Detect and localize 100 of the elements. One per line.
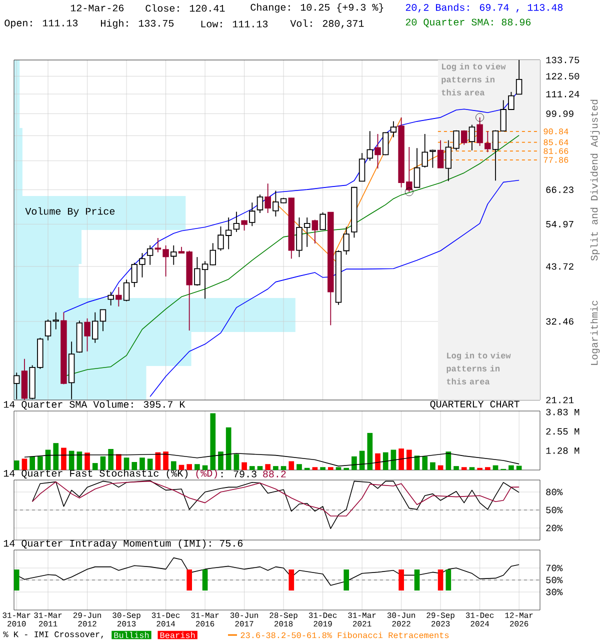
candlestick [241,220,248,232]
bar [84,452,90,470]
bar [430,462,436,470]
bar [210,413,216,470]
bar [492,465,498,470]
bar [100,456,106,470]
annotation: Log in to view patterns in this area [446,352,511,384]
bar [438,465,444,470]
bar [61,448,66,470]
bar [382,452,388,470]
chart-title: 14 Quarter SMA Volume: 395.7 K [4,400,186,410]
bar [242,462,247,470]
y-tick-label: 50% [546,576,563,584]
bar [320,467,326,470]
y-tick-label: 122.50 [546,72,580,80]
text: Bearish [160,632,195,638]
candlestick [358,152,366,182]
bar [163,452,168,470]
bar [30,456,35,470]
bar [485,467,490,470]
text: Volume By Price [25,207,115,217]
y-tick-label: 50% [546,506,563,514]
bar [336,467,342,470]
bar [367,432,373,470]
text: Close: 120.41 [146,4,225,12]
candlestick [414,148,420,188]
text: Open: 111.13 [4,20,78,28]
candlestick [312,219,318,244]
candlestick [484,130,491,153]
text: Change: 10.25 {+9.3 %} [250,3,384,13]
bar [288,461,294,470]
bar [265,464,271,470]
bar [446,452,452,470]
bar [124,458,130,470]
bar [454,466,459,470]
candlestick [249,202,256,227]
x-tick-label: 31-Dec 2024 [466,612,494,626]
legend-title: % K - IMI Crossover, [3,631,103,639]
y-tick-label: 111.24 [546,90,580,98]
series-label: (%D) [196,469,217,479]
candlestick [233,211,240,232]
ref-line-label: 85.64 [544,139,568,146]
candlestick [52,312,59,330]
y-tick-label: 20% [546,524,563,532]
candlestick [468,124,476,151]
candlestick [390,120,397,138]
chart-title: 14 Quarter Intraday Momentum (IMI): 75.6 [4,539,243,549]
candlestick [123,279,130,302]
bar [218,452,224,470]
candlestick [320,212,326,230]
bar [226,427,232,470]
y-tick-label: 99.99 [546,110,574,117]
bar [186,464,192,470]
text: QUARTERLY CHART [430,400,520,410]
text: Low: 111.13 [201,20,268,28]
bar [178,464,184,470]
candlestick [146,244,154,266]
bar [461,467,467,470]
bar [116,454,122,470]
bar [422,456,428,470]
y-tick-label: 21.21 [546,396,574,404]
line-series [32,480,520,516]
x-tick-label: 31-Dec 2019 [308,612,337,626]
line-series [150,180,520,398]
x-tick-label: 31-Mar 2016 [191,612,219,626]
y-tick-label: 3.83 M [546,408,580,416]
line-series [24,452,520,466]
bar [375,453,380,470]
x-tick-label: 29-Jun 2012 [73,612,101,626]
y-tick-label: 80% [546,488,563,496]
bar [398,448,404,470]
x-tick-label: 31-Mar 2011 [34,612,62,626]
text: 88.2 [263,470,286,478]
bar [477,468,482,470]
bar [469,467,475,470]
candlestick [366,130,374,161]
bar [92,463,98,470]
bar [140,458,145,470]
candlestick [116,286,122,307]
bar [53,443,59,470]
bar [344,468,350,470]
x-tick-label: 12-Mar 2026 [505,612,533,626]
bar [234,454,240,470]
bar [414,456,420,470]
bar [147,458,153,470]
bar [304,468,310,470]
y-tick-label: 133.75 [546,56,580,64]
bar [155,452,161,470]
text: 20 Quarter SMA: 88.96 [406,18,531,28]
y-tick-label: 70% [546,564,563,572]
bar [273,466,278,470]
bar [22,458,28,470]
text: 12-Mar-26 [70,4,124,12]
bar [194,464,200,470]
candlestick [256,194,264,214]
ref-line-label: 90.84 [544,128,568,134]
y-tick-label: 2.55 M [546,428,580,435]
candlestick [170,244,177,266]
y-tick-label: 66.23 [546,186,574,193]
bar [406,450,412,470]
